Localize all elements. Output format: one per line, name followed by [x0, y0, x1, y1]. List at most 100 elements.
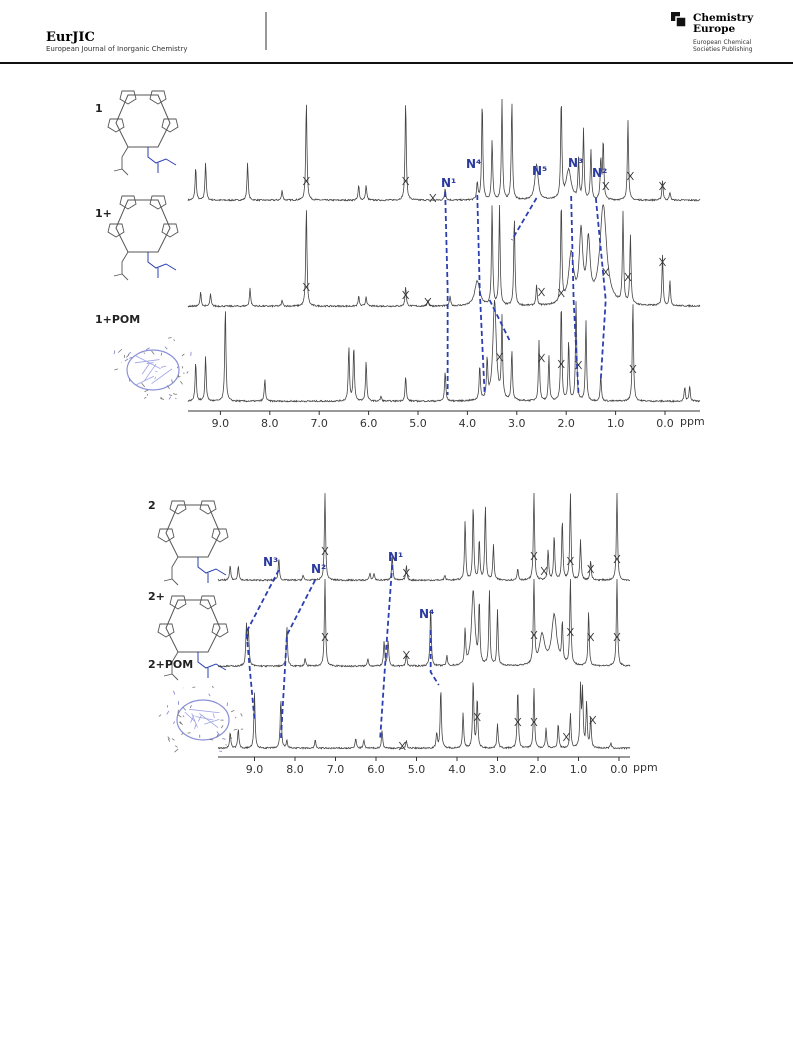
tick-label: 4.0 — [459, 417, 477, 430]
impurity-mark — [587, 632, 595, 642]
bond — [209, 739, 214, 741]
tick-label: 8.0 — [286, 763, 304, 776]
impurity-mark — [473, 712, 481, 722]
bond — [160, 396, 163, 400]
cage — [191, 713, 198, 728]
bond — [144, 389, 149, 393]
impurity-mark — [496, 352, 503, 362]
trace-label: 1+POM — [95, 313, 140, 326]
journal-full: European Journal of Inorganic Chemistry — [46, 45, 188, 53]
tick-label: 2.0 — [557, 417, 575, 430]
bond — [141, 382, 146, 388]
pyrrole — [149, 195, 167, 210]
bond — [167, 738, 170, 742]
bond — [129, 356, 133, 359]
tick-label: 4.0 — [448, 763, 466, 776]
bond — [173, 339, 176, 342]
substituent — [197, 652, 227, 678]
bond — [173, 690, 176, 695]
bond — [166, 710, 170, 715]
impurity-mark — [402, 176, 410, 186]
peak-label: N¹ — [441, 176, 456, 190]
tick-label: 1.0 — [607, 417, 625, 430]
publisher-sub-2: Societies Publishing — [693, 46, 753, 53]
trace-label: 2+ — [148, 590, 165, 603]
bond — [222, 738, 226, 740]
impurity-mark — [538, 353, 545, 363]
pyrrole — [211, 623, 229, 638]
publisher-sub-1: European Chemical — [693, 39, 752, 46]
impurity-mark — [403, 650, 410, 660]
pyrrole — [119, 90, 137, 105]
impurity-mark — [302, 176, 310, 186]
tick-label: 2.0 — [529, 763, 547, 776]
impurity-mark — [321, 632, 329, 642]
tick-label: 8.0 — [261, 417, 279, 430]
correlation — [570, 195, 580, 396]
impurity-mark — [613, 554, 621, 564]
bond — [167, 736, 171, 740]
impurity-mark — [659, 181, 666, 191]
trace-label: 2+POM — [148, 658, 193, 671]
bond — [127, 351, 132, 355]
impurity-mark — [602, 181, 610, 191]
chain — [163, 556, 179, 586]
ring — [115, 94, 171, 148]
structure — [113, 337, 192, 400]
pyrrole — [199, 500, 217, 515]
cage — [160, 365, 167, 368]
impurity-mark — [589, 715, 597, 725]
bond — [113, 350, 116, 355]
bond — [181, 353, 185, 357]
publisher-2: Europe — [693, 23, 736, 35]
cage — [189, 708, 220, 714]
ring — [165, 599, 221, 653]
bond — [117, 349, 123, 353]
bond — [186, 371, 189, 374]
impurity-mark — [538, 287, 545, 297]
bond — [240, 713, 243, 717]
axis-unit: ppm — [633, 761, 658, 774]
bond — [220, 725, 224, 729]
bond — [230, 710, 235, 713]
peak-label: N⁴ — [419, 607, 434, 621]
tick-label: 7.0 — [310, 417, 328, 430]
impurity-mark — [302, 282, 310, 292]
bond — [168, 396, 172, 400]
bond — [192, 686, 196, 689]
impurity-mark — [398, 741, 406, 751]
trace-label: 1 — [95, 102, 103, 115]
bond — [124, 358, 129, 362]
cage — [199, 713, 219, 729]
substituent — [147, 147, 177, 173]
impurity-mark — [530, 717, 538, 727]
bond — [225, 744, 227, 746]
tick-label: 9.0 — [246, 763, 264, 776]
impurity-mark — [567, 627, 574, 637]
cage — [141, 362, 151, 375]
correlation — [444, 191, 449, 395]
impurity-mark — [567, 556, 574, 566]
pyrrole — [149, 90, 167, 105]
spectrum-trace — [217, 492, 631, 582]
ring — [115, 199, 171, 253]
axis-unit: ppm — [680, 415, 705, 428]
cage — [195, 716, 214, 721]
bond — [208, 693, 211, 697]
tick-label: 0.0 — [610, 763, 628, 776]
structure — [158, 685, 244, 753]
correlation — [488, 299, 511, 341]
bond — [180, 381, 183, 385]
bond — [164, 346, 168, 350]
tick-label: 3.0 — [508, 417, 526, 430]
cage — [134, 359, 160, 364]
bond — [179, 721, 183, 726]
cage — [135, 375, 155, 386]
bond — [177, 714, 182, 718]
impurity-mark — [602, 267, 610, 277]
bond — [181, 732, 184, 735]
bond — [167, 353, 170, 356]
tick-label: 3.0 — [489, 763, 507, 776]
bond — [212, 685, 214, 689]
